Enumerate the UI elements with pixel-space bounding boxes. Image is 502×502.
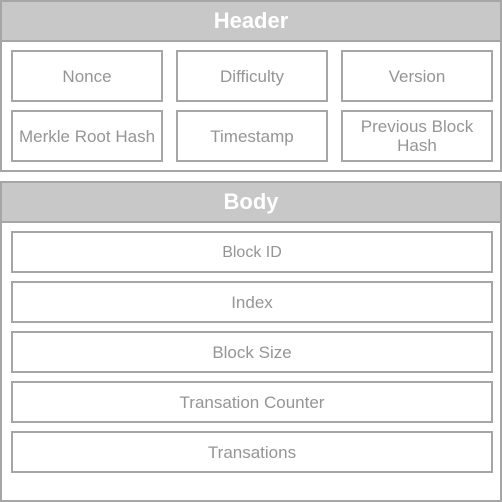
- body-title: Body: [2, 183, 500, 223]
- version-field: Version: [341, 50, 493, 102]
- body-section: Body Block ID Index Block Size Transatio…: [0, 181, 502, 502]
- previous-block-hash-field: Previous Block Hash: [341, 110, 493, 162]
- transaction-counter-field: Transation Counter: [11, 381, 493, 423]
- index-field: Index: [11, 281, 493, 323]
- difficulty-field: Difficulty: [176, 50, 328, 102]
- block-id-field: Block ID: [11, 231, 493, 273]
- transactions-field: Transations: [11, 431, 493, 473]
- header-title: Header: [2, 2, 500, 42]
- timestamp-field: Timestamp: [176, 110, 328, 162]
- merkle-root-hash-field: Merkle Root Hash: [11, 110, 163, 162]
- header-section: Header Nonce Difficulty Version Merkle R…: [0, 0, 502, 172]
- nonce-field: Nonce: [11, 50, 163, 102]
- block-size-field: Block Size: [11, 331, 493, 373]
